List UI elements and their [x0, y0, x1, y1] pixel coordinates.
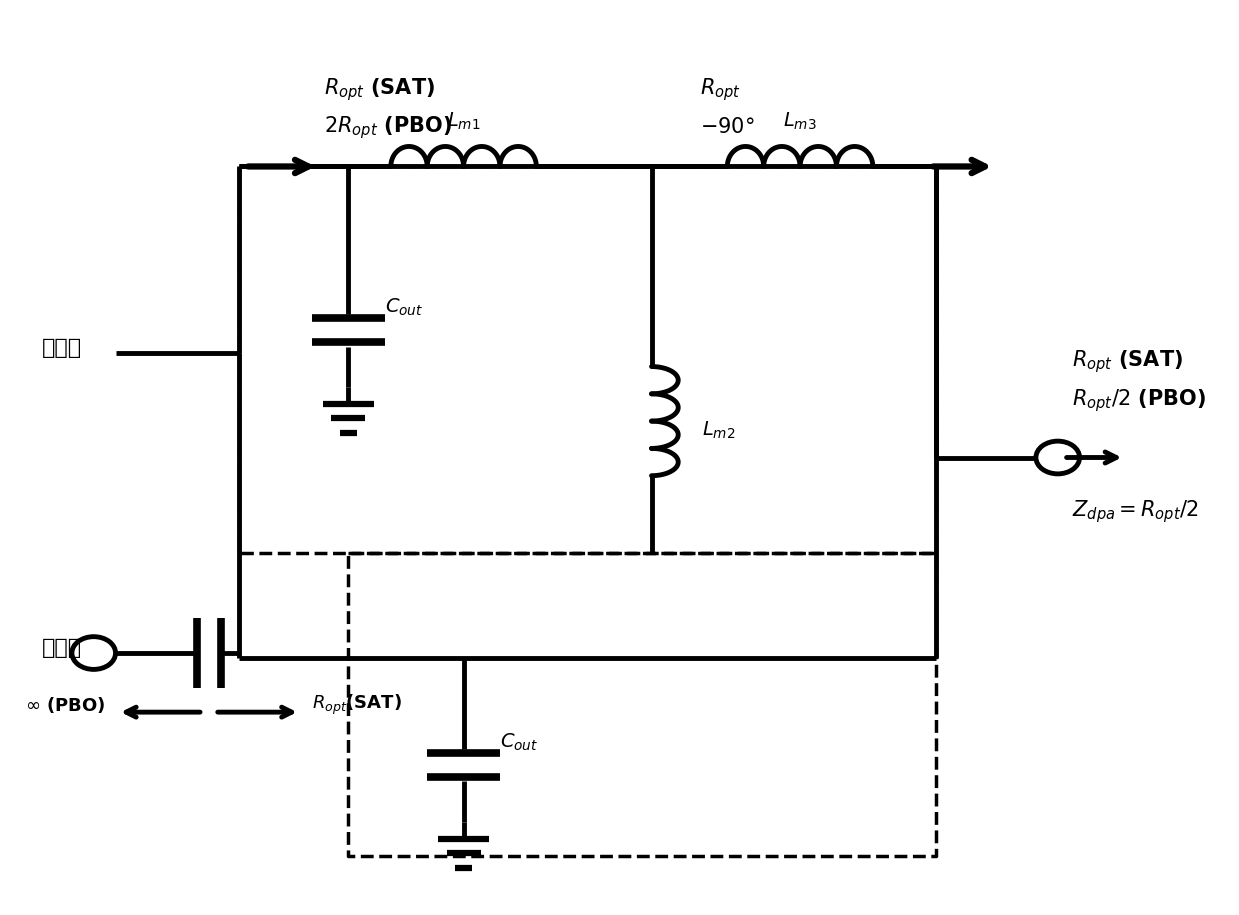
- Text: $R_{opt}$: $R_{opt}$: [700, 76, 741, 102]
- Text: $C_{out}$: $C_{out}$: [501, 731, 538, 753]
- Text: $L_{m2}$: $L_{m2}$: [703, 420, 736, 441]
- Text: $R_{opt}$ (SAT): $R_{opt}$ (SAT): [1072, 349, 1183, 375]
- Text: $L_{m3}$: $L_{m3}$: [783, 111, 817, 132]
- Text: $\infty$ (PBO): $\infty$ (PBO): [26, 694, 105, 715]
- Text: $R_{opt}$(SAT): $R_{opt}$(SAT): [312, 693, 401, 717]
- Text: 辅功放: 辅功放: [42, 639, 82, 659]
- Text: $C_{out}$: $C_{out}$: [385, 296, 424, 318]
- Text: $R_{opt}$ (SAT): $R_{opt}$ (SAT): [325, 76, 435, 102]
- Text: 主功放: 主功放: [42, 339, 82, 359]
- Text: $-90°$: $-90°$: [700, 117, 755, 137]
- Text: $L_{m1}$: $L_{m1}$: [447, 111, 481, 132]
- Text: $R_{opt}/2$ (PBO): $R_{opt}/2$ (PBO): [1072, 387, 1207, 414]
- Text: $Z_{dpa}$$=$$R_{opt}/2$: $Z_{dpa}$$=$$R_{opt}/2$: [1072, 499, 1199, 525]
- Text: $2R_{opt}$ (PBO): $2R_{opt}$ (PBO): [325, 114, 452, 141]
